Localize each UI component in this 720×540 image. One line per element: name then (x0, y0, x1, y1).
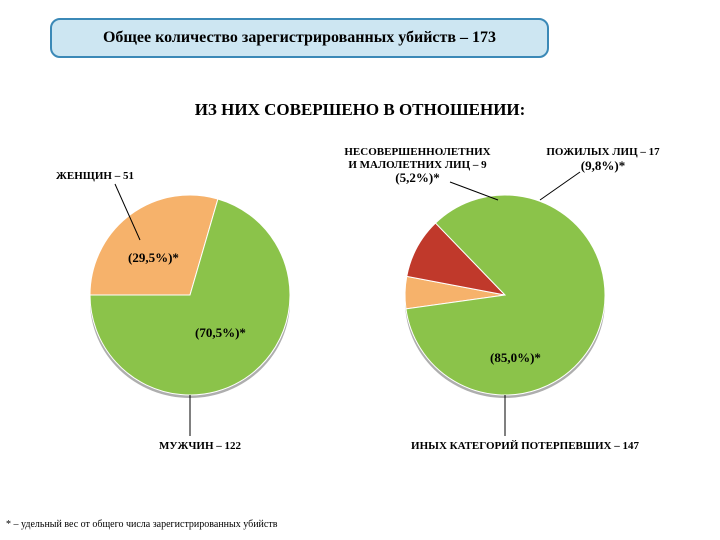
pct-other: (85,0%)* (490, 350, 541, 366)
leader-line (540, 172, 580, 200)
footnote: * – удельный вес от общего числа зарегис… (6, 519, 277, 530)
label-elderly: ПОЖИЛЫХ ЛИЦ – 17(9,8%)* (528, 146, 678, 174)
label-minors: НЕСОВЕРШЕННОЛЕТНИХИ МАЛОЛЕТНИХ ЛИЦ – 9(5… (330, 146, 505, 186)
pie-chart-right (0, 0, 720, 540)
slide: Общее количество зарегистрированных убий… (0, 0, 720, 540)
label-other: ИНЫХ КАТЕГОРИЙ ПОТЕРПЕВШИХ – 147 (390, 440, 660, 453)
